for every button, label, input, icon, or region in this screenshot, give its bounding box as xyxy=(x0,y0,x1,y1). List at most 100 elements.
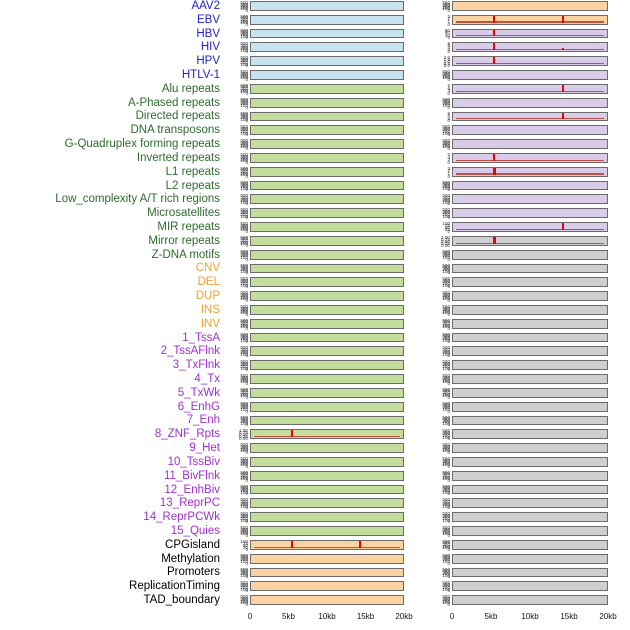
y-tick-label: 300 xyxy=(442,182,450,188)
track-right-10-tssbiv: 500 400 300 200 100 0 xyxy=(428,456,630,470)
y-tick-label: 400 xyxy=(442,305,450,311)
y-tick-label: 100 xyxy=(442,337,450,343)
y-axis-right-4-tx: 500 400 300 200 100 0 xyxy=(428,373,452,387)
y-tick-label: 300 xyxy=(240,3,248,9)
y-tick-label: 300 xyxy=(240,72,248,78)
y-axis-right-dna-transposons: 500 400 300 200 100 0 xyxy=(428,124,452,138)
y-tick-label: 100 xyxy=(240,420,248,426)
y-tick-label: 0 xyxy=(447,76,450,82)
y-tick-label: 400 xyxy=(240,43,248,49)
plot-area-right-tad-boundary xyxy=(452,595,608,605)
y-tick-label: 0 xyxy=(447,159,450,165)
y-tick-label: 0 xyxy=(245,449,248,455)
y-tick-label: 500 xyxy=(240,55,248,61)
y-tick-label: 0 xyxy=(447,173,450,179)
y-tick-label: 300 xyxy=(240,569,248,575)
y-tick-label: 500 xyxy=(442,193,450,199)
track-left-aav2: 500 400 300 200 100 0 xyxy=(226,0,426,14)
plot-area-left-12-enhbiv xyxy=(250,484,404,495)
y-tick-label: 300 xyxy=(442,500,450,506)
plot-area-right-3-txflnk xyxy=(452,360,608,371)
y-tick-label: 500 xyxy=(442,179,450,185)
y-tick-label: 1.00 xyxy=(441,234,450,240)
y-axis-right-2-tssaflnk: 500 400 300 200 100 0 xyxy=(428,345,452,359)
y-tick-label: 200 xyxy=(442,529,450,535)
track-label-replicationtiming: ReplicationTiming xyxy=(129,580,220,593)
y-tick-label: 100 xyxy=(240,227,248,233)
y-axis-left-aav2: 500 400 300 200 100 0 xyxy=(226,0,250,14)
y-tick-label: 0 xyxy=(447,380,450,386)
track-left-5-txwk: 500 400 300 200 100 0 xyxy=(226,387,426,401)
plot-area-right-8-znf-rpts xyxy=(452,429,608,440)
track-right-mir-repeats: 100 75 50 25 0 xyxy=(428,221,630,235)
y-tick-label: 200 xyxy=(442,4,450,10)
y-tick-label: 200 xyxy=(240,281,248,287)
baseline xyxy=(254,435,400,438)
y-tick-label: 3 xyxy=(447,88,450,94)
track-label-1-tssa: 1_TssA xyxy=(182,331,220,344)
track-right-5-txwk: 500 400 300 200 100 0 xyxy=(428,387,630,401)
y-tick-label: 300 xyxy=(240,459,248,465)
y-tick-label: 500 xyxy=(240,165,248,171)
track-label-l1-repeats: L1 repeats xyxy=(165,165,220,178)
plot-area-right-dup xyxy=(452,291,608,301)
plot-area-left-replicationtiming xyxy=(250,581,404,592)
track-left-ins: 500 400 300 200 100 0 xyxy=(226,304,426,318)
y-tick-label: 300 xyxy=(442,334,450,340)
y-tick-label: 300 xyxy=(442,320,450,326)
y-tick-label: 200 xyxy=(240,405,248,411)
y-tick-label: 200 xyxy=(240,350,248,356)
y-axis-left-dup: 500 400 300 200 100 0 xyxy=(226,290,250,304)
y-tick-label: 100 xyxy=(442,282,450,288)
y-tick-label: 0 xyxy=(245,215,248,221)
track-label-cpgisland: CPGisland xyxy=(165,538,220,551)
y-tick-label: 300 xyxy=(240,182,248,188)
y-tick-label: 0 xyxy=(245,491,248,497)
y-tick-label: 200 xyxy=(240,502,248,508)
y-tick-label: 300 xyxy=(240,472,248,478)
track-right-15-quies: 500 400 300 200 100 0 xyxy=(428,525,630,539)
y-tick-label: 200 xyxy=(240,198,248,204)
y-tick-label: 200 xyxy=(240,170,248,176)
y-tick-label: 100 xyxy=(240,61,248,67)
track-label-mirror-repeats: Mirror repeats xyxy=(148,234,220,247)
y-tick-label: 500 xyxy=(240,82,248,88)
y-tick-label: 100 xyxy=(240,503,248,509)
track-label-low-complexity-a-t-rich-regions: Low_complexity A/T rich regions xyxy=(55,193,220,206)
y-tick-label: 0 xyxy=(245,132,248,138)
plot-area-right-14-reprpcwk xyxy=(452,512,608,523)
track-left-hiv: 500 400 300 200 100 0 xyxy=(226,41,426,55)
y-tick-label: 300 xyxy=(240,500,248,506)
y-tick-label: 0 xyxy=(447,284,450,290)
plot-area-right-promoters xyxy=(452,567,608,578)
y-axis-left-htlv-1: 500 400 300 200 100 0 xyxy=(226,69,250,83)
y-tick-label: 0 xyxy=(447,90,450,96)
y-tick-label: 6 xyxy=(447,85,450,91)
y-tick-label: 0 xyxy=(447,394,450,400)
y-axis-left-tad-boundary: 500 400 300 200 100 0 xyxy=(226,594,250,608)
y-axis-right-tad-boundary: 500 400 300 200 100 0 xyxy=(428,594,452,608)
y-tick-label: 0 xyxy=(245,532,248,538)
y-tick-label: 400 xyxy=(442,374,450,380)
y-tick-label: 0.0 xyxy=(443,63,450,69)
y-tick-label: 300 xyxy=(442,141,450,147)
y-axis-left-12-enhbiv: 500 400 300 200 100 0 xyxy=(226,484,250,498)
y-tick-label: 500 xyxy=(240,511,248,517)
y-tick-label: 300 xyxy=(240,390,248,396)
y-axis-left-l1-repeats: 500 400 300 200 100 0 xyxy=(226,166,250,180)
data-peak xyxy=(562,112,565,120)
y-tick-label: 200 xyxy=(240,377,248,383)
y-tick-label: 400 xyxy=(442,360,450,366)
y-tick-label: 500 xyxy=(240,290,248,296)
y-tick-label: 100 xyxy=(442,102,450,108)
track-label-mir-repeats: MIR repeats xyxy=(157,221,220,233)
y-axis-right-mirror-repeats: 1.00 0.75 0.50 0.25 0.00 xyxy=(428,235,452,249)
y-axis-right-1-tssa: 500 400 300 200 100 0 xyxy=(428,332,452,346)
y-tick-label: 500 xyxy=(240,110,248,116)
y-tick-label: 200 xyxy=(442,446,450,452)
plot-area-left-l1-repeats xyxy=(250,166,404,177)
y-tick-label: 100 xyxy=(442,489,450,495)
plot-area-right-l1-repeats xyxy=(452,166,608,177)
y-tick-label: 100 xyxy=(240,20,248,26)
